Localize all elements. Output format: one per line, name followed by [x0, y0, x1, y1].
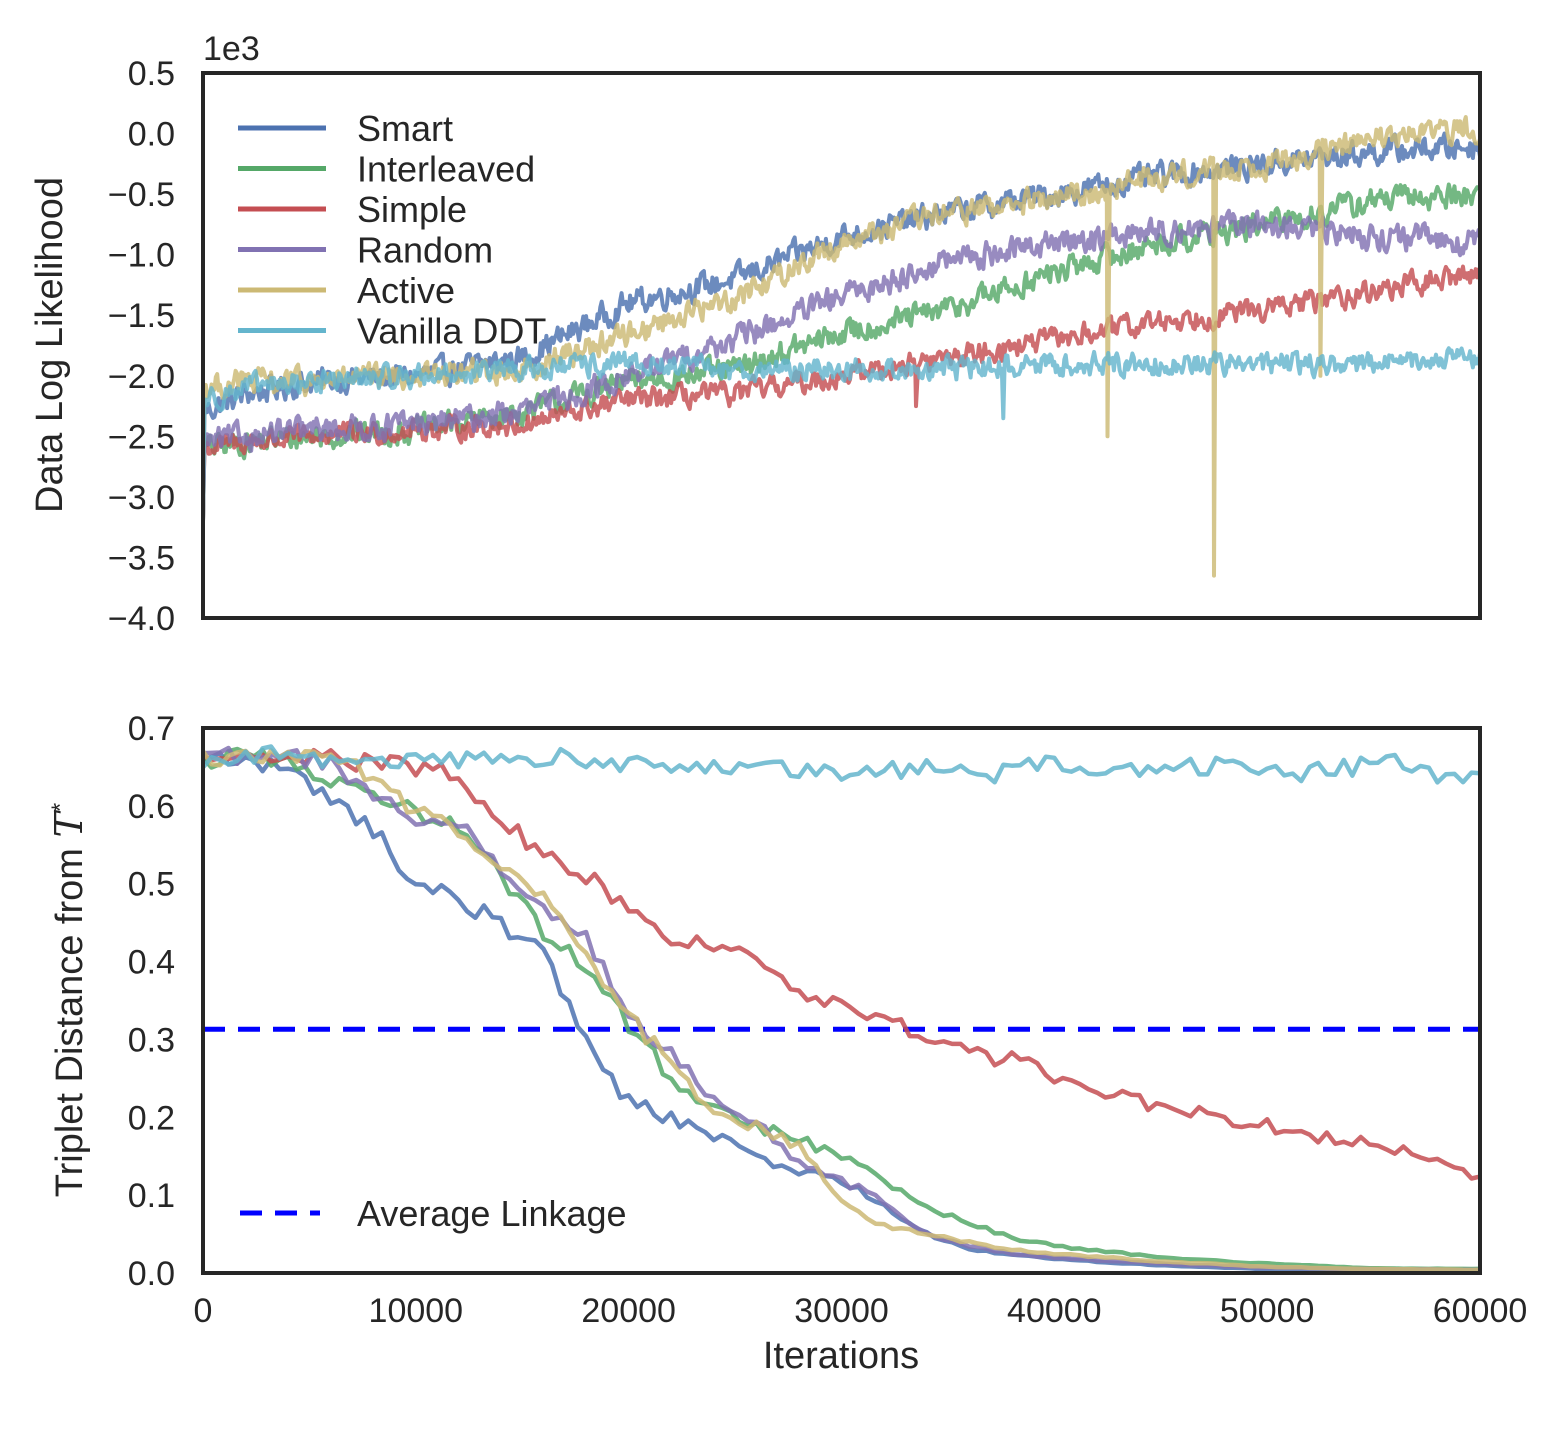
triplet-distance-panel: 0.7 0.6 0.5 0.4 0.3 0.2 0.1 0.0 0 10000 20000 3000… — [47, 710, 1527, 1377]
top-y-tick-label: −1.0 — [108, 237, 175, 275]
top-axes-frame — [201, 71, 1482, 620]
top-y-tick-label: −2.5 — [108, 418, 175, 456]
bottom-y-tick-label: 0.4 — [128, 944, 175, 982]
top-legend: SmartInterleavedSimpleRandomActiveVanill… — [238, 108, 546, 352]
bottom-y-tick-label: 0.2 — [128, 1099, 175, 1137]
bottom-y-tick-label: 0.5 — [128, 866, 175, 904]
top-offset-label: 1e3 — [203, 30, 260, 68]
top-y-tick-label: −2.0 — [108, 358, 175, 396]
bottom-y-tick-label: 0.3 — [128, 1021, 175, 1059]
bottom-series-group — [203, 744, 1480, 1273]
x-tick-label: 10000 — [369, 1292, 464, 1330]
x-tick-label: 20000 — [581, 1292, 676, 1330]
bottom-series-interleaved — [203, 746, 1480, 1272]
top-series-active — [203, 115, 1480, 578]
top-legend-label-interleaved: Interleaved — [357, 149, 535, 190]
top-y-tick-label: −4.0 — [108, 600, 175, 638]
bottom-legend: Average Linkage — [240, 1193, 627, 1234]
bottom-y-tick-label: 0.6 — [128, 788, 175, 826]
top-legend-label-smart: Smart — [357, 108, 453, 149]
x-tick-label: 50000 — [1220, 1292, 1315, 1330]
top-series-group — [203, 115, 1480, 578]
bottom-y-axis-label: Triplet Distance from T* — [47, 803, 91, 1197]
top-series-random — [203, 208, 1480, 522]
top-y-tick-label: −1.5 — [108, 297, 175, 335]
top-y-tick-label: −3.5 — [108, 539, 175, 577]
x-axis-label: Iterations — [763, 1335, 919, 1377]
bottom-series-active — [203, 748, 1480, 1273]
x-tick-label: 0 — [194, 1292, 213, 1330]
log-likelihood-panel: 0.5 0.0 −0.5 −1.0 −1.5 −2.0 −2.5 −3.0 −3.5 −4.0 1… — [29, 30, 1482, 638]
top-y-tick-label: −0.5 — [108, 176, 175, 214]
top-y-axis-label: Data Log Likelihood — [29, 177, 71, 513]
bottom-y-ticks: 0.7 0.6 0.5 0.4 0.3 0.2 0.1 0.0 — [128, 710, 175, 1293]
top-series-vanilla-ddt — [203, 346, 1480, 522]
top-y-ticks: 0.5 0.0 −0.5 −1.0 −1.5 −2.0 −2.5 −3.0 −3.5 −4.0 — [108, 55, 175, 638]
bottom-series-simple — [203, 747, 1480, 1181]
top-y-tick-label: −3.0 — [108, 479, 175, 517]
x-tick-label: 60000 — [1433, 1292, 1528, 1330]
bottom-y-tick-label: 0.1 — [128, 1177, 175, 1215]
x-tick-label: 30000 — [794, 1292, 889, 1330]
top-legend-label-simple: Simple — [357, 189, 467, 230]
bottom-x-ticks: 0 10000 20000 30000 40000 50000 60000 — [194, 1292, 1528, 1330]
bottom-axes-frame — [201, 726, 1482, 1275]
bottom-y-tick-label: 0.7 — [128, 710, 175, 748]
top-legend-label-vanilla-ddt: Vanilla DDT — [357, 311, 546, 352]
bottom-series-vanilla-ddt — [203, 744, 1480, 785]
x-tick-label: 40000 — [1007, 1292, 1102, 1330]
top-y-tick-label: 0.5 — [128, 55, 175, 93]
bottom-y-tick-label: 0.0 — [128, 1255, 175, 1293]
top-legend-label-active: Active — [357, 270, 455, 311]
top-legend-label-random: Random — [357, 230, 493, 271]
top-y-tick-label: 0.0 — [128, 116, 175, 154]
bottom-legend-label-average-linkage: Average Linkage — [357, 1193, 627, 1234]
